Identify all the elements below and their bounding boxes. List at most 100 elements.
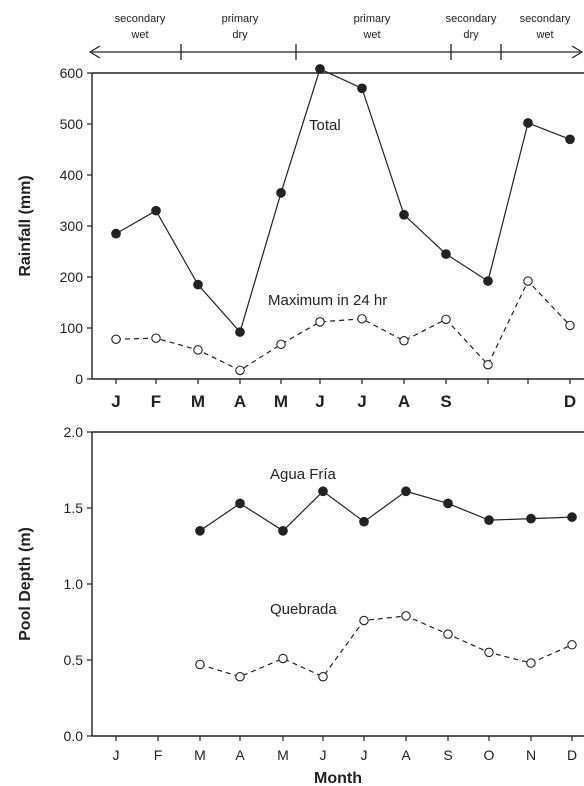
x-axis-title: Month	[314, 770, 362, 786]
series-line-dashed	[199, 615, 573, 678]
data-point	[401, 486, 411, 497]
x-tick-label: M	[274, 392, 288, 411]
data-point	[359, 615, 369, 626]
x-tick-label: A	[234, 392, 246, 411]
data-point	[315, 317, 325, 327]
data-point	[443, 629, 453, 639]
y-axis-title: Pool Depth (m)	[17, 527, 34, 641]
data-point	[315, 64, 325, 74]
y-tick-label: 300	[60, 218, 84, 234]
season-label-1-1: dry	[232, 29, 248, 41]
data-point	[193, 345, 203, 355]
data-point	[235, 327, 245, 337]
x-tick-label: J	[113, 747, 120, 763]
x-tick-label: J	[315, 392, 324, 411]
season-label-2-1: wet	[362, 29, 380, 41]
data-point	[526, 513, 536, 524]
season-bar: secondary wet primary dry primary wet secondar…	[88, 13, 584, 60]
data-point	[235, 365, 245, 376]
data-point	[523, 118, 533, 128]
data-point	[235, 498, 245, 509]
pool-depth-chart: 0.0 0.5 1.0 1.5 2.0 J F M A M J J A S O N D Pool Depth (m…	[17, 424, 584, 786]
x-tick-label: S	[443, 747, 452, 763]
data-point	[401, 611, 411, 621]
data-point	[565, 134, 575, 145]
season-arrow-left-head	[88, 45, 101, 59]
y-tick-label: 1.5	[64, 500, 84, 516]
x-tick-label: S	[440, 392, 451, 411]
data-point	[278, 525, 288, 536]
season-label-3-0: secondary	[446, 13, 497, 25]
data-point	[151, 333, 161, 343]
season-label-0-1: wet	[130, 29, 148, 41]
data-point	[441, 314, 451, 325]
x-tick-label: J	[361, 747, 368, 763]
x-tick-label: M	[277, 747, 289, 763]
data-point	[565, 320, 575, 331]
season-label-3-1: dry	[463, 29, 479, 41]
data-point	[111, 334, 121, 344]
data-point	[567, 512, 577, 522]
y-tick-label: 0	[75, 371, 83, 387]
x-tick-label: J	[357, 392, 366, 411]
x-tick-label: N	[526, 747, 536, 763]
season-label-4-0: secondary	[520, 13, 571, 25]
x-tick-label: O	[484, 747, 495, 763]
x-tick-label: D	[564, 392, 576, 411]
data-point	[195, 525, 205, 536]
data-point	[195, 659, 205, 670]
series-line-dashed	[115, 280, 571, 372]
data-point	[443, 498, 453, 509]
x-tick-label: A	[398, 392, 410, 411]
data-point	[278, 653, 288, 664]
data-point	[523, 276, 533, 286]
x-tick-label: M	[194, 747, 206, 763]
y-tick-label: 400	[60, 167, 84, 183]
data-point	[399, 335, 409, 346]
x-tick-label: F	[154, 747, 163, 763]
season-label-2-0: primary	[354, 13, 391, 25]
data-point	[359, 516, 369, 527]
season-label-4-1: wet	[535, 29, 553, 41]
data-point	[484, 515, 494, 526]
x-tick-label: J	[320, 747, 327, 763]
season-arrow-right-head	[571, 45, 584, 59]
rainfall-chart: 0 100 200 300 400 500 600 J F M A M J J A S D Rainfall (m…	[17, 64, 584, 411]
data-point	[318, 671, 328, 682]
series-label: Quebrada	[270, 601, 337, 618]
season-label-1-0: primary	[222, 13, 259, 25]
data-point	[399, 209, 409, 220]
x-tick-label: M	[191, 392, 205, 411]
data-point	[567, 640, 577, 650]
data-point	[441, 249, 451, 259]
data-point	[276, 188, 286, 198]
data-point	[235, 671, 245, 682]
y-tick-label: 600	[60, 65, 84, 81]
data-point	[193, 279, 203, 290]
season-label-0-0: secondary	[115, 13, 166, 25]
data-point	[151, 205, 161, 216]
x-tick-label: A	[401, 747, 411, 763]
x-tick-label: F	[151, 392, 161, 411]
data-point	[483, 359, 493, 370]
data-point	[357, 83, 367, 94]
y-tick-label: 2.0	[64, 424, 84, 440]
x-tick-label: D	[567, 747, 577, 763]
y-tick-label: 100	[60, 320, 84, 336]
data-point	[357, 314, 367, 324]
data-point	[318, 486, 328, 497]
data-point	[111, 228, 121, 239]
series-line-solid	[115, 68, 571, 334]
series-line-solid	[199, 490, 573, 532]
y-tick-label: 1.0	[64, 576, 84, 592]
y-tick-label: 200	[60, 269, 84, 285]
x-tick-label: J	[111, 392, 120, 411]
series-label: Maximum in 24 hr	[268, 292, 387, 309]
y-tick-label: 500	[60, 116, 84, 132]
data-point	[484, 647, 494, 658]
data-point	[483, 276, 493, 286]
x-tick-label: A	[235, 747, 245, 763]
y-tick-label: 0.0	[64, 728, 84, 744]
series-label: Agua Fría	[270, 466, 337, 483]
